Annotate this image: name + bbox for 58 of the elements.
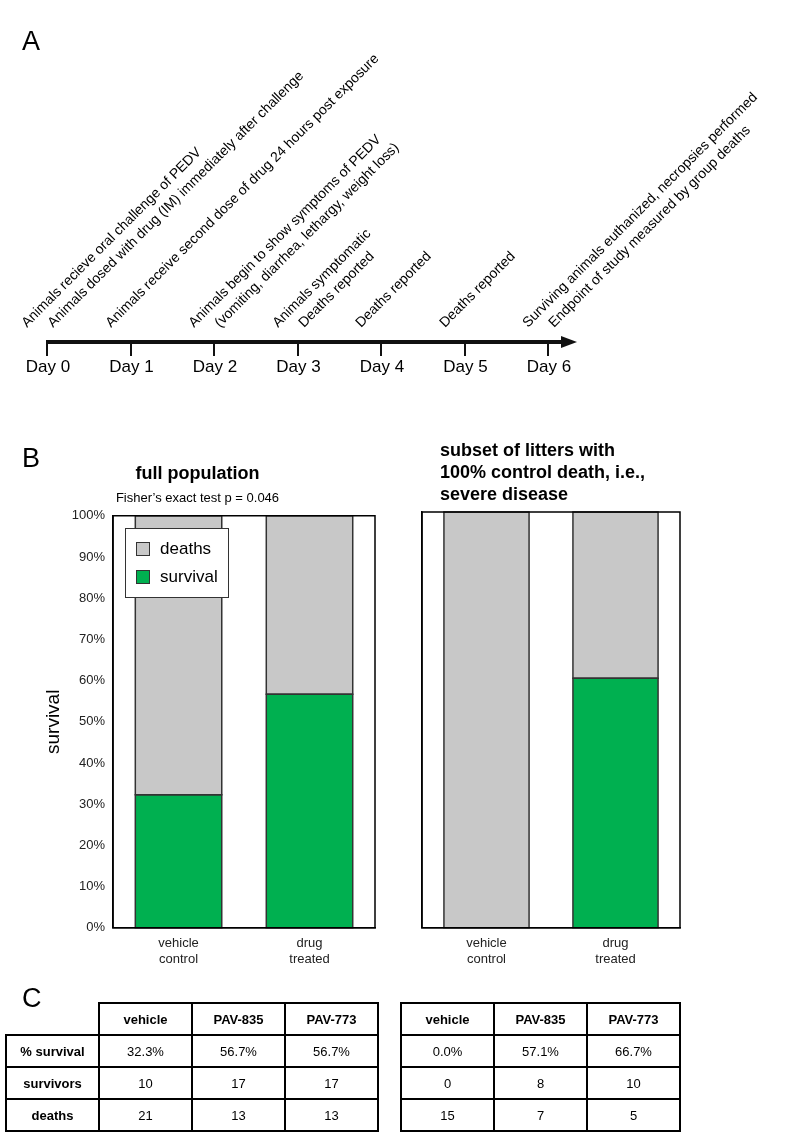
text: 56.7%	[313, 1043, 350, 1059]
category-label: PAV-835	[192, 1003, 285, 1035]
text: 17	[324, 1075, 339, 1091]
category-label: vehicle	[99, 1003, 192, 1035]
text: A	[22, 26, 41, 57]
text: 0	[443, 1075, 452, 1091]
text: 10	[626, 1075, 641, 1091]
y-tick-label: 40%	[79, 754, 106, 770]
text: C	[22, 983, 42, 1014]
y-tick-label: 10%	[79, 878, 106, 894]
chart-subtitle: Fisher’s exact test p = 0.046	[115, 490, 280, 505]
x-tick-label: drug treated	[289, 935, 330, 966]
text: 0.0%	[432, 1043, 463, 1059]
text: 66.7%	[615, 1043, 652, 1059]
x-tick-label: vehicle control	[158, 935, 199, 966]
y-tick-label: 90%	[79, 548, 106, 564]
text: 56.7%	[220, 1043, 257, 1059]
category-label: PAV-835	[494, 1003, 587, 1035]
category-label: Day 4	[359, 357, 405, 377]
y-tick-label: 70%	[79, 630, 106, 646]
category-label: survivors	[23, 1075, 82, 1091]
text: 10	[138, 1075, 153, 1091]
category-label: PAV-773	[285, 1003, 378, 1035]
x-tick-label: vehicle control	[466, 935, 507, 966]
y-tick-label: 50%	[79, 713, 106, 729]
category-label: PAV-773	[587, 1003, 680, 1035]
text: 13	[231, 1107, 246, 1123]
category-label: Day 5	[443, 357, 488, 377]
category-label: vehicle	[401, 1003, 494, 1035]
y-tick-label: 20%	[79, 836, 106, 852]
text: 17	[231, 1075, 246, 1091]
text: 7	[536, 1107, 545, 1123]
legend-label: survival	[160, 565, 218, 588]
x-tick-label: drug treated	[595, 935, 636, 966]
text: 15	[440, 1107, 455, 1123]
text: 8	[536, 1075, 545, 1091]
category-label: Day 3	[276, 357, 321, 377]
category-label: Day 1	[109, 357, 154, 377]
text: 21	[138, 1107, 153, 1123]
category-label: % survival	[20, 1043, 85, 1059]
category-label: Day 0	[25, 357, 71, 377]
chart-title: full population	[135, 462, 260, 484]
y-tick-label: 80%	[79, 589, 106, 605]
text: 5	[629, 1107, 638, 1123]
y-tick-label: 100%	[71, 507, 106, 523]
text: 57.1%	[522, 1043, 559, 1059]
text: 13	[324, 1107, 339, 1123]
y-axis-title: survival	[41, 689, 63, 754]
category-label: deaths	[31, 1107, 74, 1123]
y-tick-label: 0%	[86, 919, 106, 935]
legend-label: deaths	[160, 537, 212, 560]
chart-title: subset of litters with 100% control death, i.e., severe disease	[440, 439, 647, 505]
text: B	[22, 443, 41, 474]
y-tick-label: 30%	[79, 795, 106, 811]
y-tick-label: 60%	[79, 672, 106, 688]
category-label: Day 6	[526, 357, 572, 377]
category-label: Day 2	[192, 357, 238, 377]
text: 32.3%	[127, 1043, 164, 1059]
